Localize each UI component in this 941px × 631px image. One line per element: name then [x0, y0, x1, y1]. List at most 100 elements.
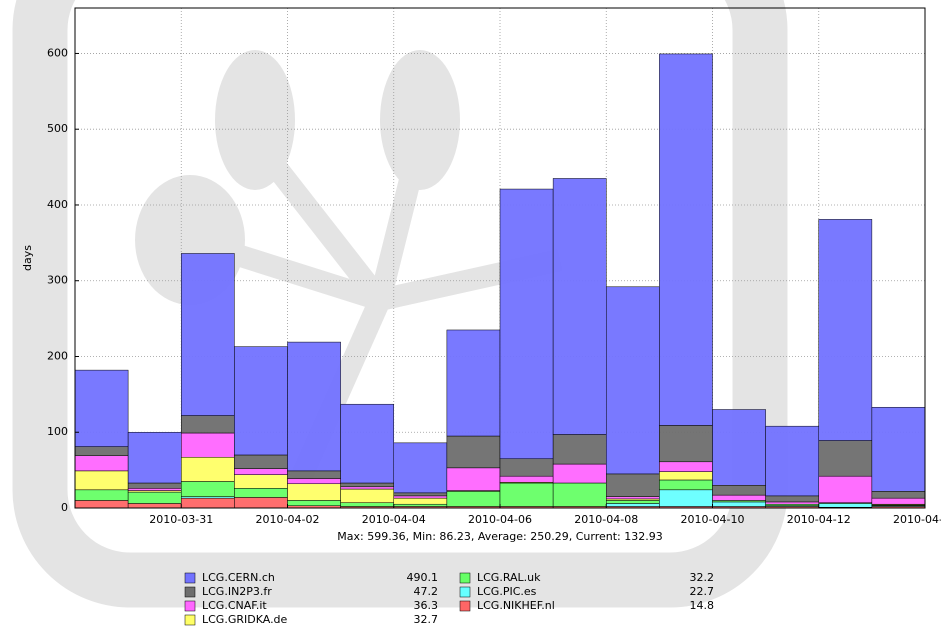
bar-segment	[871, 491, 926, 499]
bar-segment	[287, 483, 341, 501]
legend-label: LCG.NIKHEF.nl	[477, 599, 555, 612]
bar-segment	[393, 495, 448, 499]
legend-label: LCG.RAL.uk	[477, 571, 541, 584]
y-tick-label: 600	[47, 46, 68, 59]
x-tick-label: 2010-04-06	[468, 513, 532, 526]
bar-segment	[818, 475, 873, 503]
bar-segment	[765, 501, 819, 505]
legend-label: LCG.GRIDKA.de	[202, 613, 288, 626]
bar-segment	[74, 500, 129, 509]
legend-label: LCG.CNAF.it	[202, 599, 267, 612]
legend-label: LCG.CERN.ch	[202, 571, 275, 584]
bar-segment	[446, 329, 501, 437]
watermark	[12, 0, 788, 608]
legend-value: 22.7	[690, 585, 715, 598]
bar-segment	[552, 482, 607, 507]
bar-segment	[606, 286, 660, 475]
y-tick-label: 100	[47, 425, 68, 438]
bar-segment	[765, 425, 819, 497]
bar-segment	[659, 479, 713, 491]
bar-segment	[393, 442, 448, 494]
x-tick-label: 2010-04-02	[256, 513, 320, 526]
bar-segment	[446, 435, 501, 469]
x-tick-label: 2010-04-10	[681, 513, 745, 526]
bar-segment	[74, 455, 129, 472]
x-tick-label: 2010-04-04	[362, 513, 426, 526]
legend-swatch	[184, 600, 196, 612]
legend-swatch	[184, 614, 196, 626]
legend-swatch	[459, 572, 471, 584]
bar-segment	[659, 425, 713, 463]
bar-segment	[287, 470, 341, 479]
bar-segment	[127, 488, 182, 491]
bar-segment	[712, 485, 766, 496]
stats-text: Max: 599.36, Min: 86.23, Average: 250.29…	[337, 530, 663, 543]
bar-segment	[340, 403, 394, 484]
legend-value: 14.8	[690, 599, 715, 612]
bar-segment	[659, 461, 713, 472]
legend-value: 490.1	[407, 571, 439, 584]
x-tick-label: 2010-04-14	[893, 513, 941, 526]
bar-segment	[712, 409, 766, 486]
bar-segment	[74, 369, 129, 447]
bar-segment	[818, 440, 873, 477]
x-tick-label: 2010-04-08	[574, 513, 638, 526]
bar-segment	[606, 473, 660, 497]
bar-segment	[340, 486, 394, 490]
bar-segment	[393, 497, 448, 505]
bar-segment	[818, 219, 873, 441]
bar-segment	[127, 431, 182, 484]
bar-segment	[340, 502, 394, 507]
bar-segment	[74, 489, 129, 501]
bar-segment	[287, 478, 341, 485]
legend-value: 47.2	[414, 585, 439, 598]
legend-value: 32.2	[690, 571, 715, 584]
bar-segment	[234, 474, 288, 489]
bar-segment	[552, 463, 607, 484]
bar-segment	[234, 454, 288, 469]
bar-segment	[499, 475, 554, 483]
bar-segment	[340, 488, 394, 503]
bar-segment	[181, 481, 235, 497]
legend-swatch	[184, 586, 196, 598]
bar-segment	[181, 456, 235, 482]
bar-segment	[181, 415, 235, 434]
bar-segment	[393, 503, 448, 507]
bar-segment	[74, 446, 129, 456]
bar-segment	[818, 503, 873, 508]
x-tick-label: 2010-04-12	[787, 513, 851, 526]
legend-label: LCG.PIC.es	[477, 585, 537, 598]
y-tick-label: 500	[47, 122, 68, 135]
bar-segment	[552, 434, 607, 465]
legend-swatch	[459, 586, 471, 598]
bar-segment	[446, 491, 501, 507]
bar-segment	[606, 500, 660, 504]
bar-segment	[74, 470, 129, 491]
bar-segment	[181, 497, 235, 509]
bar-segment	[499, 458, 554, 477]
bar-segment	[127, 482, 182, 489]
legend-value: 32.7	[414, 613, 439, 626]
plot-area	[74, 8, 926, 509]
bar-segment	[552, 178, 607, 435]
bar-segment	[234, 488, 288, 498]
bar-segment	[181, 253, 235, 416]
y-tick-label: 400	[47, 198, 68, 211]
plot-frame	[74, 7, 926, 509]
bar-segment	[127, 503, 182, 509]
bar-segment	[659, 53, 713, 426]
bar-segment	[765, 495, 819, 503]
bar-segment	[287, 341, 341, 472]
bar-segment	[340, 482, 394, 488]
bar-segment	[393, 492, 448, 497]
bar-segment	[499, 482, 554, 507]
bar-segment	[181, 432, 235, 458]
bar-segment	[659, 489, 713, 507]
bar-segment	[871, 497, 926, 505]
bar-segment	[234, 497, 288, 509]
y-tick-label: 300	[47, 274, 68, 287]
bar-segment	[712, 494, 766, 501]
bar-segment	[712, 501, 766, 507]
